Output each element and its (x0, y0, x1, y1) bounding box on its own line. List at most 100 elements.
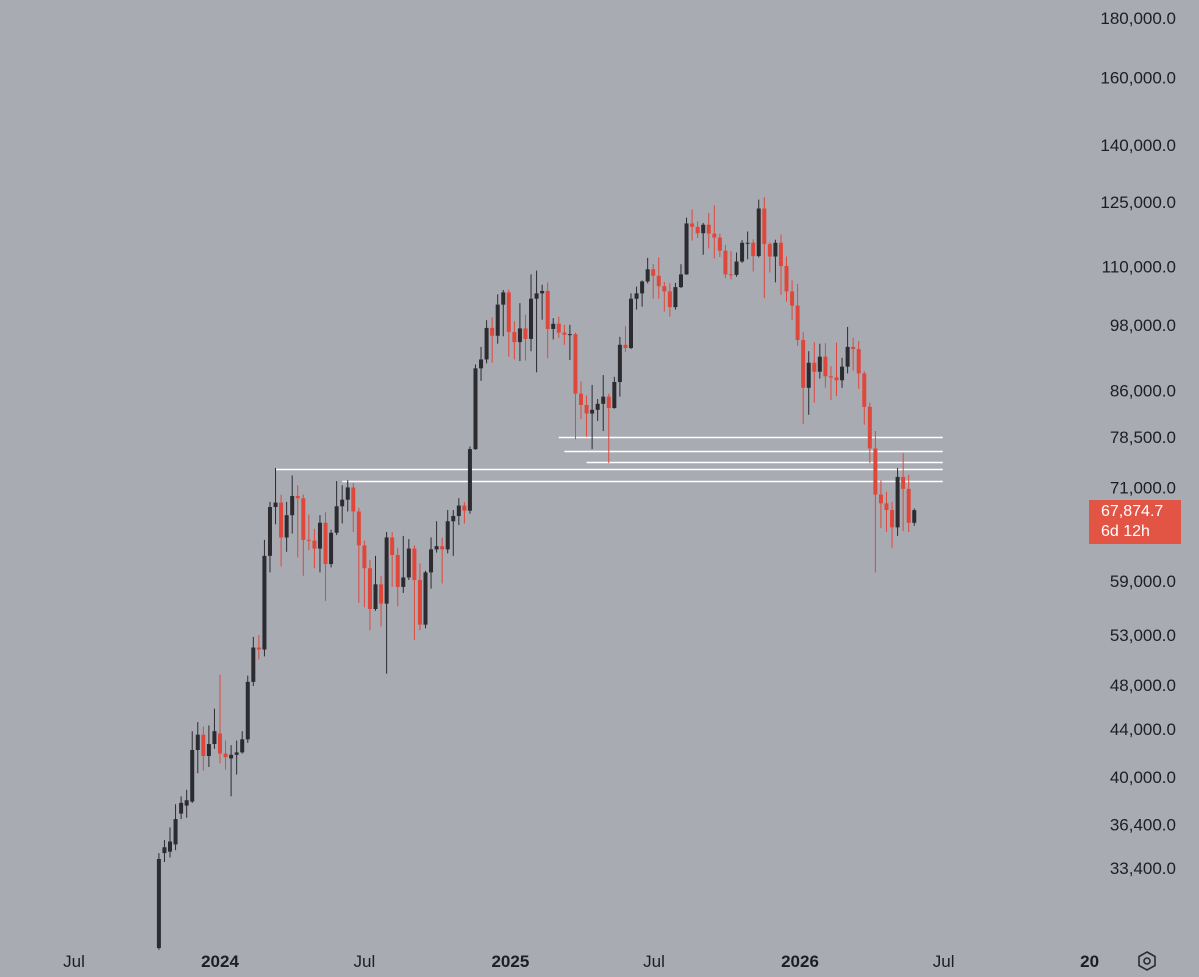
candle[interactable] (828, 366, 833, 401)
candle[interactable] (190, 731, 195, 803)
candle[interactable] (217, 674, 222, 764)
candle[interactable] (401, 535, 406, 593)
candle[interactable] (584, 395, 589, 437)
candle[interactable] (301, 494, 306, 576)
candle[interactable] (451, 509, 456, 556)
candle[interactable] (206, 725, 211, 768)
candle[interactable] (373, 555, 378, 611)
candle[interactable] (912, 508, 917, 526)
candle[interactable] (667, 283, 672, 317)
candle[interactable] (901, 453, 906, 532)
candle[interactable] (534, 270, 539, 373)
candle[interactable] (501, 289, 506, 337)
candle[interactable] (168, 827, 173, 858)
candle[interactable] (678, 264, 683, 289)
candle[interactable] (279, 494, 284, 567)
candle[interactable] (751, 239, 756, 272)
candle[interactable] (756, 199, 761, 258)
candle[interactable] (640, 280, 645, 307)
candle[interactable] (440, 537, 445, 584)
candle[interactable] (784, 256, 789, 302)
candle[interactable] (695, 221, 700, 238)
candle[interactable] (356, 507, 361, 603)
candle[interactable] (590, 384, 595, 450)
candle[interactable] (334, 481, 339, 536)
candle[interactable] (651, 264, 656, 299)
candle[interactable] (762, 197, 767, 299)
candle[interactable] (856, 341, 861, 389)
candle[interactable] (212, 708, 217, 749)
candle[interactable] (551, 318, 556, 340)
candle[interactable] (556, 316, 561, 338)
candle[interactable] (379, 575, 384, 627)
candle[interactable] (545, 282, 550, 359)
candle[interactable] (245, 675, 250, 743)
candle[interactable] (712, 205, 717, 259)
candle[interactable] (690, 209, 695, 241)
candle[interactable] (329, 529, 334, 568)
candle[interactable] (267, 501, 272, 573)
candle[interactable] (223, 740, 228, 770)
candle[interactable] (595, 399, 600, 421)
candle[interactable] (601, 375, 606, 432)
candle[interactable] (656, 257, 661, 299)
candle[interactable] (429, 537, 434, 589)
candle[interactable] (395, 547, 400, 607)
candle[interactable] (229, 745, 234, 797)
candle[interactable] (179, 796, 184, 820)
candle[interactable] (628, 293, 633, 350)
candle[interactable] (906, 474, 911, 533)
candle[interactable] (184, 789, 189, 818)
candle[interactable] (873, 431, 878, 573)
candle[interactable] (273, 467, 278, 525)
candle[interactable] (384, 532, 389, 674)
candle[interactable] (345, 480, 350, 512)
candle[interactable] (295, 485, 300, 558)
candle[interactable] (767, 242, 772, 273)
candle[interactable] (495, 294, 500, 344)
candle[interactable] (173, 804, 178, 851)
candle[interactable] (517, 303, 522, 362)
candle[interactable] (740, 240, 745, 263)
candle[interactable] (884, 491, 889, 533)
candle[interactable] (717, 233, 722, 257)
candle[interactable] (240, 731, 245, 754)
candle[interactable] (795, 283, 800, 346)
candle[interactable] (290, 475, 295, 534)
candle[interactable] (745, 231, 750, 260)
candle[interactable] (323, 512, 328, 601)
candle[interactable] (573, 332, 578, 440)
candle[interactable] (417, 563, 422, 631)
candle[interactable] (845, 326, 850, 374)
candle[interactable] (529, 274, 534, 352)
candle[interactable] (817, 343, 822, 379)
candle[interactable] (506, 289, 511, 357)
candle[interactable] (867, 402, 872, 464)
candle[interactable] (806, 351, 811, 415)
candle[interactable] (834, 342, 839, 397)
candle[interactable] (479, 346, 484, 381)
candle[interactable] (790, 280, 795, 321)
candle[interactable] (823, 343, 828, 388)
candle[interactable] (406, 539, 411, 581)
candle[interactable] (162, 840, 167, 862)
candle[interactable] (540, 284, 545, 320)
candle[interactable] (851, 337, 856, 371)
candle[interactable] (895, 467, 900, 536)
candle[interactable] (701, 223, 706, 255)
candle[interactable] (840, 357, 845, 388)
candle[interactable] (201, 726, 206, 771)
candle[interactable] (473, 364, 478, 450)
candle[interactable] (490, 317, 495, 363)
candle[interactable] (512, 321, 517, 360)
candle[interactable] (801, 332, 806, 425)
candle[interactable] (579, 381, 584, 420)
candle[interactable] (156, 853, 161, 950)
candle[interactable] (623, 326, 628, 352)
candle[interactable] (284, 501, 289, 552)
candle[interactable] (773, 239, 778, 283)
candle[interactable] (645, 257, 650, 284)
candle[interactable] (567, 324, 572, 360)
